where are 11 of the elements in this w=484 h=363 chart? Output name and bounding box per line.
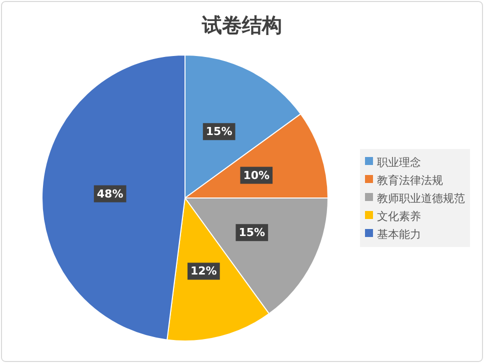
legend-label: 职业理念 <box>377 156 421 169</box>
legend-label: 教师职业道德规范 <box>377 192 465 205</box>
legend-label: 教育法律法规 <box>377 174 443 187</box>
data-label: 10% <box>243 168 270 182</box>
chart-title: 试卷结构 <box>201 13 282 37</box>
legend-label: 基本能力 <box>377 228 421 241</box>
data-label: 15% <box>238 226 266 240</box>
data-label: 48% <box>96 187 124 200</box>
legend-label: 文化素养 <box>377 210 421 223</box>
data-label: 12% <box>190 264 217 278</box>
data-label: 15% <box>206 125 232 138</box>
